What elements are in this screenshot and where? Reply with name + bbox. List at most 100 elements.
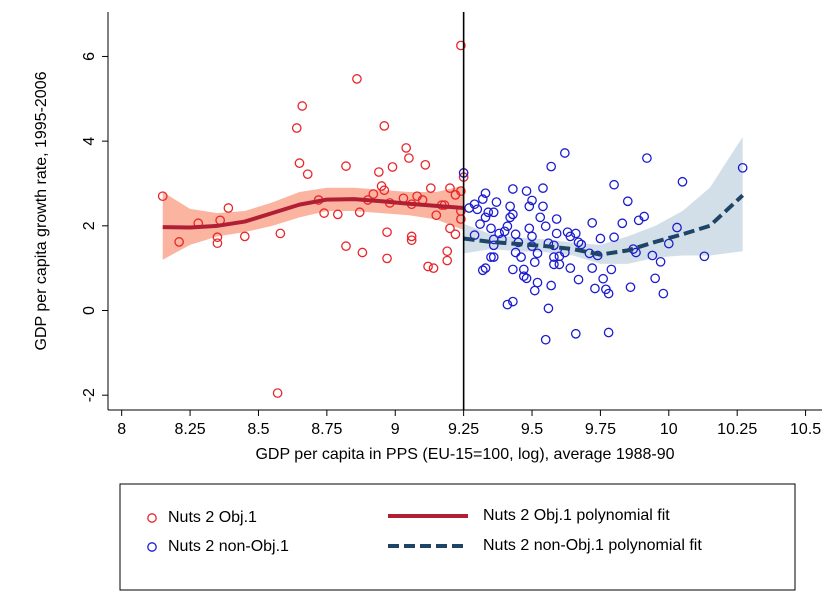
confidence-band: [162, 185, 464, 260]
scatter-point: [297, 101, 308, 111]
y-tick-label: 2: [81, 221, 98, 230]
scatter-point: [483, 207, 494, 218]
scatter-point: [508, 264, 518, 275]
scatter-point: [352, 74, 362, 84]
scatter-point: [475, 219, 485, 229]
scatter-point: [502, 221, 513, 232]
scatter-point: [565, 263, 576, 274]
scatter-point: [527, 231, 537, 242]
fit-line: [162, 197, 464, 230]
scatter-point: [445, 183, 455, 193]
scatter-point: [505, 212, 515, 223]
scatter-point: [480, 263, 491, 274]
scatter-point: [546, 280, 557, 291]
y-tick-label: 6: [81, 52, 98, 61]
scatter-point: [518, 264, 529, 275]
scatter-point: [499, 226, 510, 237]
scatter-point: [603, 327, 614, 338]
scatter-point: [592, 250, 603, 261]
scatter-point: [294, 158, 305, 169]
scatter-point: [456, 40, 466, 51]
scatter-point: [625, 282, 636, 293]
scatter-point: [341, 161, 351, 171]
scatter-point: [272, 388, 283, 398]
scatter-point: [508, 184, 518, 194]
scatter-point: [472, 204, 483, 215]
y-tick-label: -2: [81, 388, 98, 402]
y-tick-label: 4: [81, 137, 98, 146]
scatter-point: [406, 231, 417, 242]
scatter-point: [431, 210, 442, 221]
scatter-point: [598, 273, 608, 284]
x-tick-label: 9.5: [521, 421, 543, 438]
scatter-point: [603, 288, 614, 299]
scatter-point: [540, 334, 551, 345]
scatter-point: [442, 255, 453, 266]
scatter-point: [737, 162, 748, 173]
scatter-point: [223, 203, 234, 213]
scatter-point: [699, 251, 710, 262]
scatter-point: [332, 209, 343, 220]
x-tick-label: 9: [391, 421, 400, 438]
scatter-point: [477, 265, 488, 276]
scatter-point: [291, 123, 302, 133]
x-tick-label: 8: [117, 421, 126, 438]
scatter-point: [212, 232, 223, 243]
x-tick-label: 9.25: [448, 421, 479, 438]
scatter-point: [212, 238, 223, 249]
scatter-point: [546, 161, 557, 172]
scatter-point: [532, 248, 543, 259]
scatter-point: [477, 194, 488, 204]
scatter-point: [549, 252, 559, 263]
scatter-point: [672, 222, 682, 233]
scatter-point: [540, 221, 551, 232]
scatter-point: [677, 176, 688, 187]
scatter-point: [450, 229, 461, 240]
scatter-point: [560, 148, 570, 158]
scatter-point: [587, 263, 598, 274]
scatter-point: [609, 179, 619, 190]
scatter-point: [521, 186, 532, 196]
scatter-point: [549, 259, 559, 270]
scatter-point: [606, 264, 617, 275]
scatter-point: [319, 208, 329, 218]
scatter-point: [382, 253, 392, 264]
scatter-point: [647, 250, 658, 261]
scatter-point: [521, 273, 532, 284]
scatter-point: [480, 212, 491, 223]
x-tick-label: 8.75: [311, 421, 342, 438]
scatter-point: [565, 231, 576, 242]
scatter-point: [488, 240, 499, 251]
x-tick-label: 10: [660, 421, 678, 438]
scatter-point: [570, 328, 581, 339]
scatter-point: [642, 153, 652, 163]
scatter-point: [573, 274, 584, 285]
scatter-point: [508, 296, 518, 307]
scatter-point: [428, 263, 439, 274]
legend-marker: [147, 513, 157, 523]
scatter-point: [423, 261, 433, 272]
confidence-band: [463, 136, 743, 264]
scatter-point: [174, 237, 184, 247]
scatter-point: [157, 191, 168, 202]
x-tick-label: 10.25: [717, 421, 757, 438]
scatter-point: [543, 303, 554, 314]
scatter-point: [486, 252, 496, 263]
scatter-point: [576, 239, 587, 250]
legend-box: [119, 483, 796, 591]
scatter-point: [368, 189, 379, 199]
x-tick-label: 10.5: [790, 421, 821, 438]
scatter-point: [425, 183, 436, 193]
scatter-point: [535, 212, 546, 223]
legend-label: Nuts 2 non-Obj.1 polynomial fit: [483, 537, 702, 554]
scatter-point: [639, 211, 650, 222]
scatter-point: [516, 252, 526, 263]
scatter-point: [595, 233, 606, 244]
scatter-point: [570, 228, 581, 239]
legend-label: Nuts 2 Obj.1: [168, 509, 257, 526]
scatter-point: [551, 214, 562, 224]
scatter-point: [341, 241, 351, 251]
scatter-point: [658, 288, 669, 299]
